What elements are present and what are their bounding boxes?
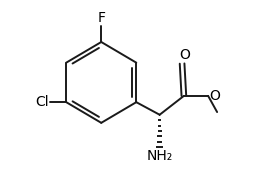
Text: O: O <box>179 48 190 62</box>
Text: O: O <box>210 89 220 103</box>
Text: NH₂: NH₂ <box>147 149 173 163</box>
Text: Cl: Cl <box>36 95 49 109</box>
Text: F: F <box>97 11 105 25</box>
